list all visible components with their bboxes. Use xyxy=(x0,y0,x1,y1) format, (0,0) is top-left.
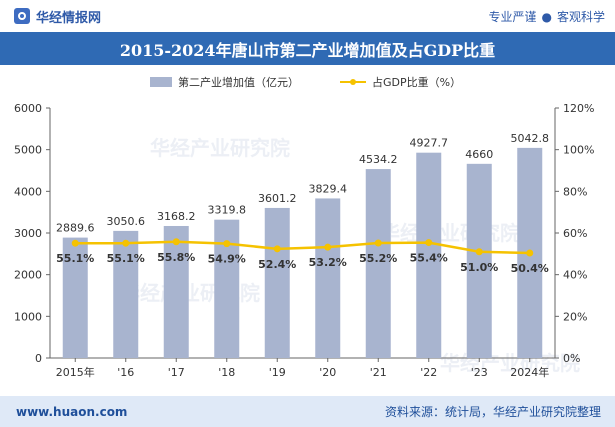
line-value-label: 55.1% xyxy=(107,252,145,265)
line-value-label: 55.8% xyxy=(157,251,195,264)
line-point xyxy=(71,239,79,247)
bar xyxy=(315,198,341,358)
bar xyxy=(264,207,290,358)
y-left-tick-label: 4000 xyxy=(14,185,42,198)
y-right-tick-label: 80% xyxy=(563,185,587,198)
line-point xyxy=(526,249,534,257)
tagline: 专业严谨 ● 客观科学 xyxy=(488,8,605,25)
y-left-tick-label: 0 xyxy=(35,352,42,365)
legend-line-marker xyxy=(350,79,356,85)
y-right-tick-label: 60% xyxy=(563,227,587,240)
x-tick-label: '17 xyxy=(168,366,185,379)
huajing-logo-icon xyxy=(14,8,30,24)
x-tick-label: 2024年 xyxy=(510,365,549,379)
brand: 华经情报网 xyxy=(14,7,101,26)
watermark-text: 华经产业研究院 xyxy=(440,351,580,375)
y-left-tick-label: 3000 xyxy=(14,227,42,240)
y-left-tick-label: 1000 xyxy=(14,310,42,323)
footer-bar: www.huaon.com 资料来源：统计局，华经产业研究院整理 xyxy=(0,396,615,427)
x-tick-label: '23 xyxy=(471,366,488,379)
line-value-label: 55.2% xyxy=(359,252,397,265)
top-bar: 华经情报网 专业严谨 ● 客观科学 xyxy=(0,0,615,32)
y-left-tick-label: 5000 xyxy=(14,144,42,157)
bar xyxy=(416,152,442,358)
x-tick-label: '16 xyxy=(117,366,134,379)
legend-bar-label: 第二产业增加值（亿元） xyxy=(178,75,299,89)
line-value-label: 52.4% xyxy=(258,258,296,271)
tagline-right: 客观科学 xyxy=(556,9,605,24)
bar-value-label: 4534.2 xyxy=(359,153,398,166)
brand-name: 华经情报网 xyxy=(36,10,102,26)
line-value-label: 53.2% xyxy=(309,256,347,269)
footer-source: 资料来源：统计局，华经产业研究院整理 xyxy=(384,405,601,419)
line-point xyxy=(122,239,130,247)
bar xyxy=(62,237,88,358)
line-point xyxy=(324,243,332,251)
y-right-tick-label: 120% xyxy=(563,102,594,115)
bar-value-label: 3829.4 xyxy=(309,182,348,195)
tagline-separator: ● xyxy=(541,9,552,24)
bar-value-label: 2889.6 xyxy=(56,222,95,235)
y-left-tick-label: 6000 xyxy=(14,102,42,115)
combo-chart: 华经产业研究院华经产业研究院华经产业研究院华经产业研究院第二产业增加值（亿元）占… xyxy=(14,75,594,379)
y-left-tick-label: 2000 xyxy=(14,269,42,282)
bar-value-label: 5042.8 xyxy=(511,132,550,145)
x-tick-label: 2015年 xyxy=(56,365,95,379)
y-right-tick-label: 40% xyxy=(563,269,587,282)
line-value-label: 55.1% xyxy=(56,252,94,265)
x-tick-label: '19 xyxy=(269,366,286,379)
line-value-label: 50.4% xyxy=(511,262,549,275)
watermark-text: 华经产业研究院 xyxy=(150,136,290,160)
footer-url[interactable]: www.huaon.com xyxy=(16,404,128,419)
bar xyxy=(113,230,139,358)
bar-value-label: 4927.7 xyxy=(410,137,449,150)
watermark-text: 华经产业研究院 xyxy=(380,221,520,245)
share-line xyxy=(75,240,530,255)
bar-value-label: 3319.8 xyxy=(208,204,247,217)
chart-title: 2015-2024年唐山市第二产业增加值及占GDP比重 xyxy=(119,40,496,60)
y-right-tick-label: 100% xyxy=(563,144,594,157)
bar-value-label: 3168.2 xyxy=(157,210,196,223)
line-value-label: 51.0% xyxy=(460,261,498,274)
bar xyxy=(365,169,391,358)
y-right-tick-label: 20% xyxy=(563,310,587,323)
line-value-label: 54.9% xyxy=(208,253,246,266)
legend-line-label: 占GDP比重（%） xyxy=(372,75,461,89)
x-tick-label: '21 xyxy=(370,366,387,379)
line-value-label: 55.4% xyxy=(410,252,448,265)
line-point xyxy=(273,245,281,253)
x-tick-label: '22 xyxy=(420,366,437,379)
x-tick-label: '20 xyxy=(319,366,336,379)
bar xyxy=(163,225,189,358)
legend-bar-swatch xyxy=(150,77,172,87)
line-point xyxy=(475,248,483,256)
line-point xyxy=(223,240,231,248)
line-point xyxy=(425,239,433,247)
bar-value-label: 3050.6 xyxy=(107,215,146,228)
line-point xyxy=(172,238,180,246)
line-point xyxy=(374,239,382,247)
bar-value-label: 4660 xyxy=(465,148,493,161)
title-bar: 2015-2024年唐山市第二产业增加值及占GDP比重 xyxy=(0,32,615,65)
tagline-left: 专业严谨 xyxy=(488,9,537,24)
bar-value-label: 3601.2 xyxy=(258,192,297,205)
x-tick-label: '18 xyxy=(218,366,235,379)
bar xyxy=(466,163,492,358)
y-right-tick-label: 0% xyxy=(563,352,580,365)
